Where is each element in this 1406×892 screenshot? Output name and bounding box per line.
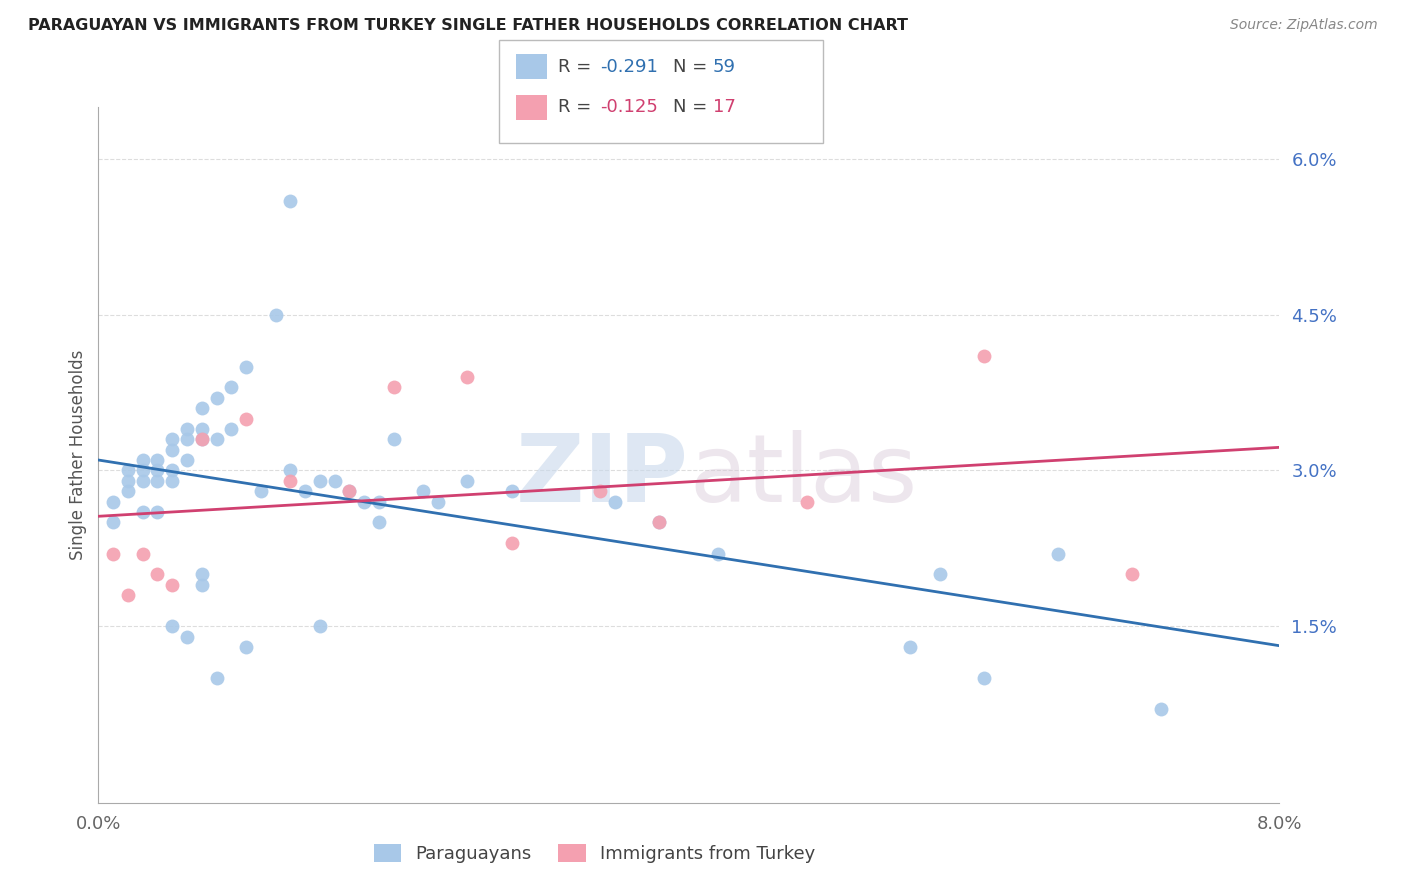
Point xyxy=(264,308,287,322)
Point xyxy=(648,516,671,530)
Point xyxy=(353,494,375,508)
Point xyxy=(205,391,228,405)
Point xyxy=(973,349,995,363)
Point xyxy=(589,484,612,499)
Point xyxy=(162,433,183,447)
Point xyxy=(219,380,242,394)
Point xyxy=(1150,702,1173,716)
Point xyxy=(323,474,346,488)
Point xyxy=(132,474,155,488)
Point xyxy=(648,516,671,530)
Text: R =: R = xyxy=(558,58,598,76)
Point xyxy=(146,453,169,467)
Text: R =: R = xyxy=(558,98,598,116)
Point xyxy=(146,505,169,519)
Text: Source: ZipAtlas.com: Source: ZipAtlas.com xyxy=(1230,18,1378,32)
Point xyxy=(162,474,183,488)
Point xyxy=(235,411,257,425)
Point xyxy=(162,578,183,592)
Legend: Paraguayans, Immigrants from Turkey: Paraguayans, Immigrants from Turkey xyxy=(367,837,823,871)
Text: -0.291: -0.291 xyxy=(600,58,658,76)
Point xyxy=(973,671,995,685)
Point xyxy=(278,194,301,208)
Y-axis label: Single Father Households: Single Father Households xyxy=(69,350,87,560)
Point xyxy=(191,567,214,582)
Point xyxy=(1121,567,1143,582)
Point xyxy=(162,463,183,477)
Point xyxy=(605,494,627,508)
Point xyxy=(337,484,360,499)
Text: -0.125: -0.125 xyxy=(600,98,658,116)
Point xyxy=(162,442,183,457)
Point xyxy=(278,474,301,488)
Point xyxy=(219,422,242,436)
Point xyxy=(382,433,405,447)
Point xyxy=(426,494,449,508)
Text: N =: N = xyxy=(673,98,713,116)
Point xyxy=(146,474,169,488)
Point xyxy=(1046,547,1069,561)
Text: N =: N = xyxy=(673,58,713,76)
Point xyxy=(162,619,183,633)
Point xyxy=(501,536,523,550)
Point xyxy=(456,370,478,384)
Point xyxy=(191,433,214,447)
Point xyxy=(117,588,139,602)
Point xyxy=(308,619,332,633)
Point xyxy=(278,463,301,477)
Point xyxy=(382,380,405,394)
Point xyxy=(103,494,124,508)
Point xyxy=(308,474,332,488)
Point xyxy=(132,547,155,561)
Point xyxy=(132,463,155,477)
Point xyxy=(367,516,389,530)
Point xyxy=(146,567,169,582)
Point xyxy=(501,484,523,499)
Point xyxy=(898,640,921,654)
Point xyxy=(132,453,155,467)
Point xyxy=(103,547,124,561)
Point xyxy=(294,484,316,499)
Point xyxy=(132,505,155,519)
Point xyxy=(176,630,198,644)
Point xyxy=(456,474,478,488)
Point xyxy=(707,547,730,561)
Point xyxy=(235,359,257,374)
Point xyxy=(176,422,198,436)
Point xyxy=(367,494,389,508)
Point xyxy=(235,640,257,654)
Point xyxy=(337,484,360,499)
Point xyxy=(117,484,139,499)
Point xyxy=(146,463,169,477)
Point xyxy=(412,484,434,499)
Text: 17: 17 xyxy=(713,98,735,116)
Text: PARAGUAYAN VS IMMIGRANTS FROM TURKEY SINGLE FATHER HOUSEHOLDS CORRELATION CHART: PARAGUAYAN VS IMMIGRANTS FROM TURKEY SIN… xyxy=(28,18,908,33)
Point xyxy=(117,474,139,488)
Text: atlas: atlas xyxy=(689,430,917,522)
Point xyxy=(176,453,198,467)
Point xyxy=(191,401,214,416)
Point xyxy=(205,433,228,447)
Point xyxy=(250,484,273,499)
Text: 59: 59 xyxy=(713,58,735,76)
Point xyxy=(796,494,818,508)
Point xyxy=(191,433,214,447)
Point xyxy=(205,671,228,685)
Text: ZIP: ZIP xyxy=(516,430,689,522)
Point xyxy=(176,433,198,447)
Point xyxy=(191,422,214,436)
Point xyxy=(117,463,139,477)
Point xyxy=(928,567,950,582)
Point xyxy=(191,578,214,592)
Point xyxy=(103,516,124,530)
